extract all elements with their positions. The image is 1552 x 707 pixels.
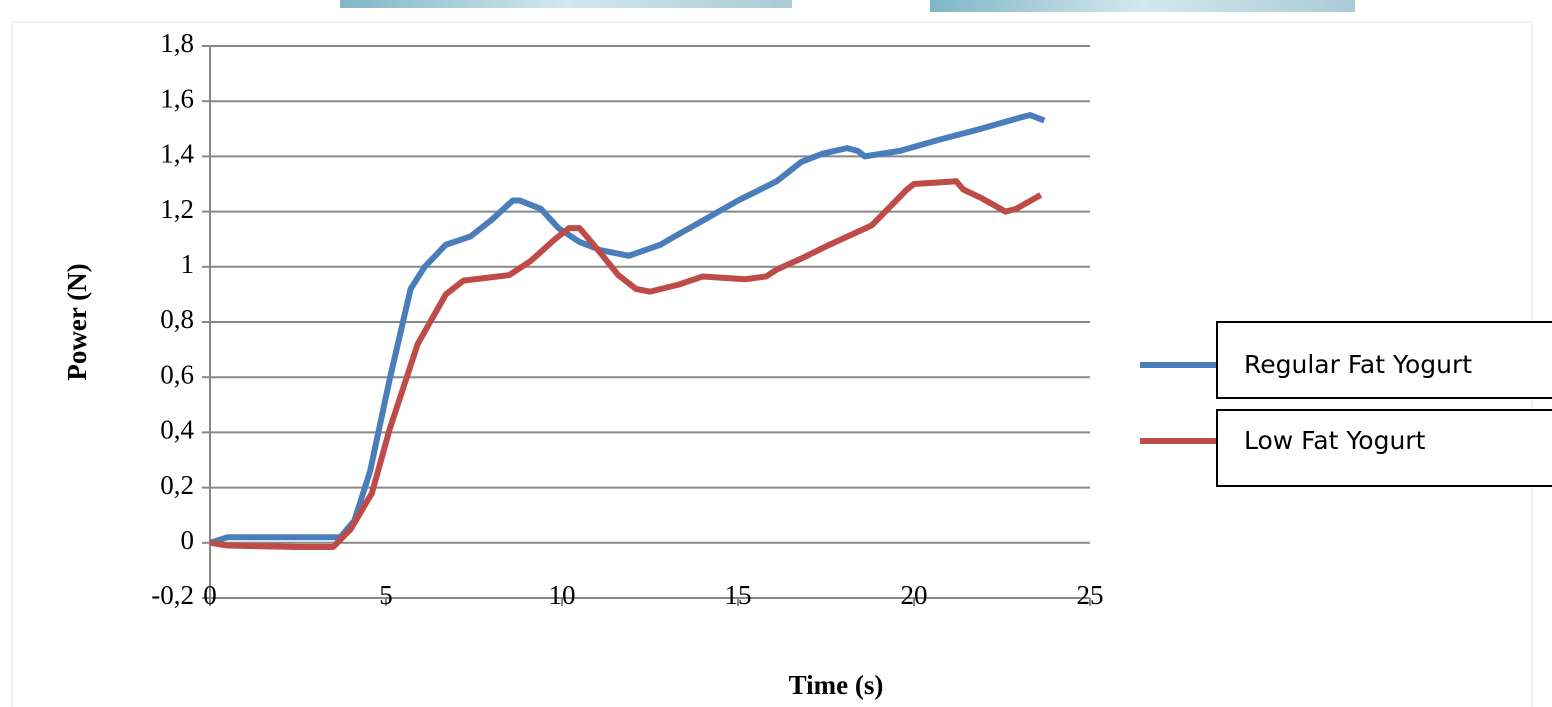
y-tick-label: 1,2 <box>160 194 194 224</box>
x-tick-label: 25 <box>1077 580 1104 610</box>
y-tick-label: 1,4 <box>160 139 194 169</box>
x-axis-title: Time (s) <box>789 670 884 700</box>
banner-image <box>340 0 792 8</box>
y-tick-label: 0,6 <box>160 359 194 389</box>
y-tick-label: 0,2 <box>160 470 194 500</box>
x-tick-label: 0 <box>203 580 217 610</box>
y-tick-label: 1,8 <box>160 28 194 58</box>
x-tick-label: 5 <box>379 580 393 610</box>
y-tick-label: 0,4 <box>160 415 194 445</box>
x-tick-label: 10 <box>549 580 576 610</box>
legend-label: Regular Fat Yogurt <box>1244 350 1472 379</box>
y-tick-label: 0 <box>181 525 195 555</box>
legend-label: Low Fat Yogurt <box>1244 426 1426 455</box>
x-tick-label: 15 <box>725 580 752 610</box>
banner-image <box>930 0 1355 12</box>
y-tick-label: 0,8 <box>160 304 194 334</box>
y-tick-label: 1,6 <box>160 83 194 113</box>
y-axis-title: Power (N) <box>62 263 92 380</box>
y-tick-label: -0,2 <box>151 580 194 610</box>
y-tick-label: 1 <box>181 249 195 279</box>
chart: Time (s) Power (N) -0,2 0 0,2 0,4 0,6 0,8 1 1,2… <box>0 0 1552 707</box>
x-tick-label: 20 <box>901 580 928 610</box>
